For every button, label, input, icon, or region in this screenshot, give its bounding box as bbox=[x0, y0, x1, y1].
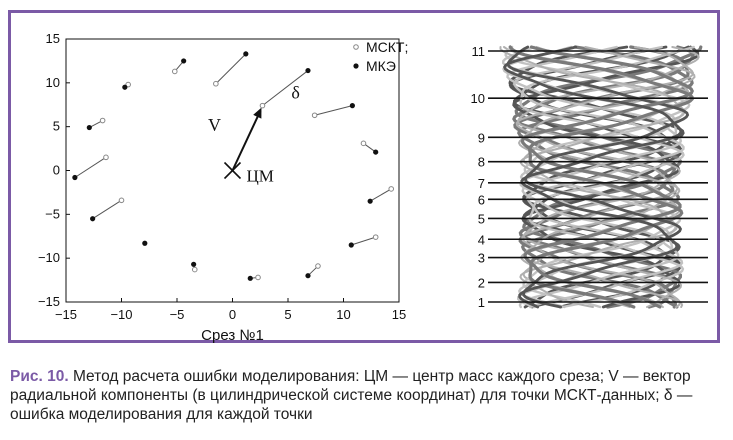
slice-label: 8 bbox=[478, 155, 485, 170]
stent-strut bbox=[506, 45, 683, 309]
msct-point bbox=[255, 274, 261, 281]
msct-point bbox=[311, 112, 318, 119]
y-tick-label: −5 bbox=[45, 206, 60, 221]
slice-label: 9 bbox=[478, 130, 485, 145]
x-tick-label: 10 bbox=[336, 307, 350, 322]
mke-point bbox=[142, 240, 148, 246]
stent-strut bbox=[513, 45, 685, 309]
mke-point bbox=[348, 242, 354, 248]
error-segment bbox=[369, 188, 392, 202]
stent-strut bbox=[499, 46, 686, 308]
mke-point bbox=[86, 124, 92, 131]
slice-label: 6 bbox=[478, 192, 485, 207]
stent-slices-diagram: 1 2 3 4 5 67 8 9 10 11 bbox=[471, 44, 708, 310]
stent-strut bbox=[520, 45, 694, 309]
mke-point bbox=[243, 51, 249, 57]
mke-point bbox=[191, 261, 197, 267]
stent-strut bbox=[504, 45, 691, 309]
legend-label-mke: МКЭ bbox=[366, 58, 396, 74]
vector-arrowhead bbox=[253, 107, 262, 119]
x-axis-label: Срез №1 bbox=[201, 327, 264, 344]
msct-point bbox=[103, 154, 109, 161]
msct-point bbox=[372, 234, 379, 240]
slice-label: 4 bbox=[478, 232, 485, 247]
msct-point bbox=[213, 80, 219, 87]
slice-label: 5 bbox=[478, 211, 485, 226]
error-segment bbox=[262, 70, 309, 107]
slice-label: 11 bbox=[472, 44, 486, 59]
mke-point bbox=[247, 275, 253, 281]
x-tick-label: 0 bbox=[229, 307, 236, 322]
center-of-mass-marker bbox=[223, 161, 242, 180]
stent-strut bbox=[516, 46, 700, 308]
legend-marker-mke bbox=[353, 63, 359, 69]
radial-vector bbox=[231, 110, 262, 171]
y-tick-label: 5 bbox=[53, 119, 60, 134]
msct-point bbox=[99, 117, 106, 124]
y-tick-label: −10 bbox=[38, 250, 60, 265]
mke-point bbox=[373, 149, 379, 155]
mke-point bbox=[122, 84, 128, 90]
stent-mesh bbox=[499, 45, 703, 309]
msct-point bbox=[388, 186, 395, 192]
y-tick-label: 0 bbox=[53, 163, 60, 178]
figure-caption: Рис. 10. Метод расчета ошибки моделирова… bbox=[10, 367, 725, 424]
stent-strut bbox=[519, 45, 695, 309]
msct-point bbox=[125, 81, 131, 88]
mke-point bbox=[181, 58, 187, 64]
stent-strut bbox=[514, 45, 703, 309]
msct-point bbox=[191, 266, 198, 273]
msct-point bbox=[360, 140, 367, 147]
x-tick-label: 5 bbox=[284, 307, 291, 322]
slice-label: 10 bbox=[471, 91, 485, 106]
caption-label: Рис. 10. bbox=[10, 368, 69, 385]
mke-point bbox=[305, 67, 311, 74]
caption-text: Метод расчета ошибки моделирования: ЦМ —… bbox=[10, 368, 693, 423]
vector-label: V bbox=[208, 115, 221, 135]
slice-label: 2 bbox=[478, 275, 485, 290]
stent-strut bbox=[503, 45, 683, 309]
stent-strut bbox=[520, 46, 696, 308]
x-tick-label: −5 bbox=[170, 307, 185, 322]
mke-point bbox=[90, 216, 96, 222]
scatter-plot: −15 −10 −5 0 5 10 15 −15 −10 −5 0 5 10 15 Срез №1 ЦМ Vδ М… bbox=[38, 31, 408, 344]
delta-label: δ bbox=[291, 83, 299, 103]
mke-point bbox=[367, 198, 373, 204]
error-segment bbox=[351, 236, 376, 246]
mke-point bbox=[72, 174, 78, 181]
center-of-mass-label: ЦМ bbox=[247, 167, 274, 186]
x-tick-label: −10 bbox=[110, 307, 132, 322]
slice-label: 1 bbox=[478, 295, 485, 310]
x-tick-label: 15 bbox=[392, 307, 406, 322]
x-tick-label: −15 bbox=[55, 307, 77, 322]
msct-point bbox=[118, 197, 125, 204]
slice-label: 3 bbox=[478, 251, 485, 266]
legend-marker-msct bbox=[353, 44, 359, 50]
mke-point bbox=[305, 273, 311, 279]
stent-strut bbox=[515, 46, 695, 308]
slice-label: 7 bbox=[478, 176, 485, 191]
y-tick-label: 15 bbox=[46, 31, 60, 46]
error-segment bbox=[314, 105, 353, 116]
error-segment bbox=[92, 199, 122, 220]
legend-label-msct: МСКТ; bbox=[366, 39, 408, 55]
y-tick-label: 10 bbox=[46, 75, 60, 90]
mke-point bbox=[349, 103, 355, 109]
msct-point bbox=[259, 102, 266, 109]
y-tick-label: −15 bbox=[38, 294, 60, 309]
msct-point bbox=[315, 263, 321, 269]
msct-point bbox=[171, 68, 178, 75]
error-segment bbox=[215, 53, 247, 85]
error-segment bbox=[74, 156, 107, 178]
